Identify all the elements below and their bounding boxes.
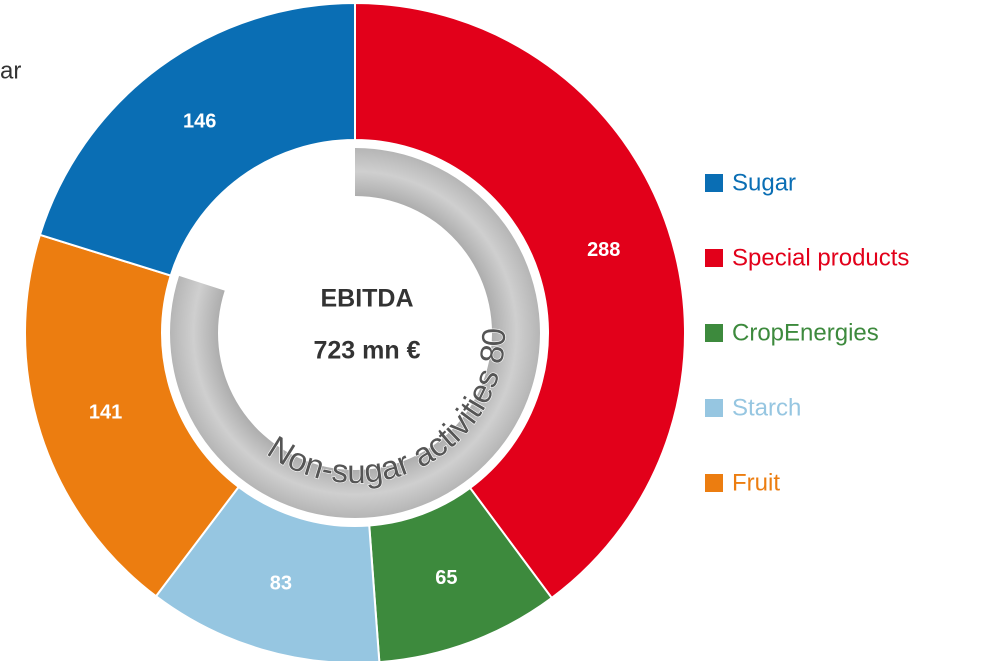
data-label: 141 (89, 401, 122, 423)
legend-label: Fruit (732, 469, 780, 496)
legend-label: CropEnergies (732, 319, 879, 346)
donut-segment (354, 1, 686, 600)
legend-label: Special products (732, 244, 909, 271)
data-label: 65 (435, 567, 457, 589)
legend-swatch (705, 324, 723, 342)
legend-swatch (705, 249, 723, 267)
data-label: 146 (183, 110, 216, 132)
donut-segment (38, 1, 356, 277)
center-value: 723 mn € (313, 337, 420, 365)
corner-text: ar (0, 57, 21, 84)
legend-swatch (705, 174, 723, 192)
legend-label: Sugar (732, 169, 796, 196)
legend-label: Starch (732, 394, 801, 421)
legend-swatch (705, 474, 723, 492)
data-label: 288 (587, 239, 620, 261)
legend-swatch (705, 399, 723, 417)
data-label: 83 (270, 573, 292, 595)
center-title: EBITDA (320, 285, 413, 313)
donut-segment (24, 233, 240, 598)
